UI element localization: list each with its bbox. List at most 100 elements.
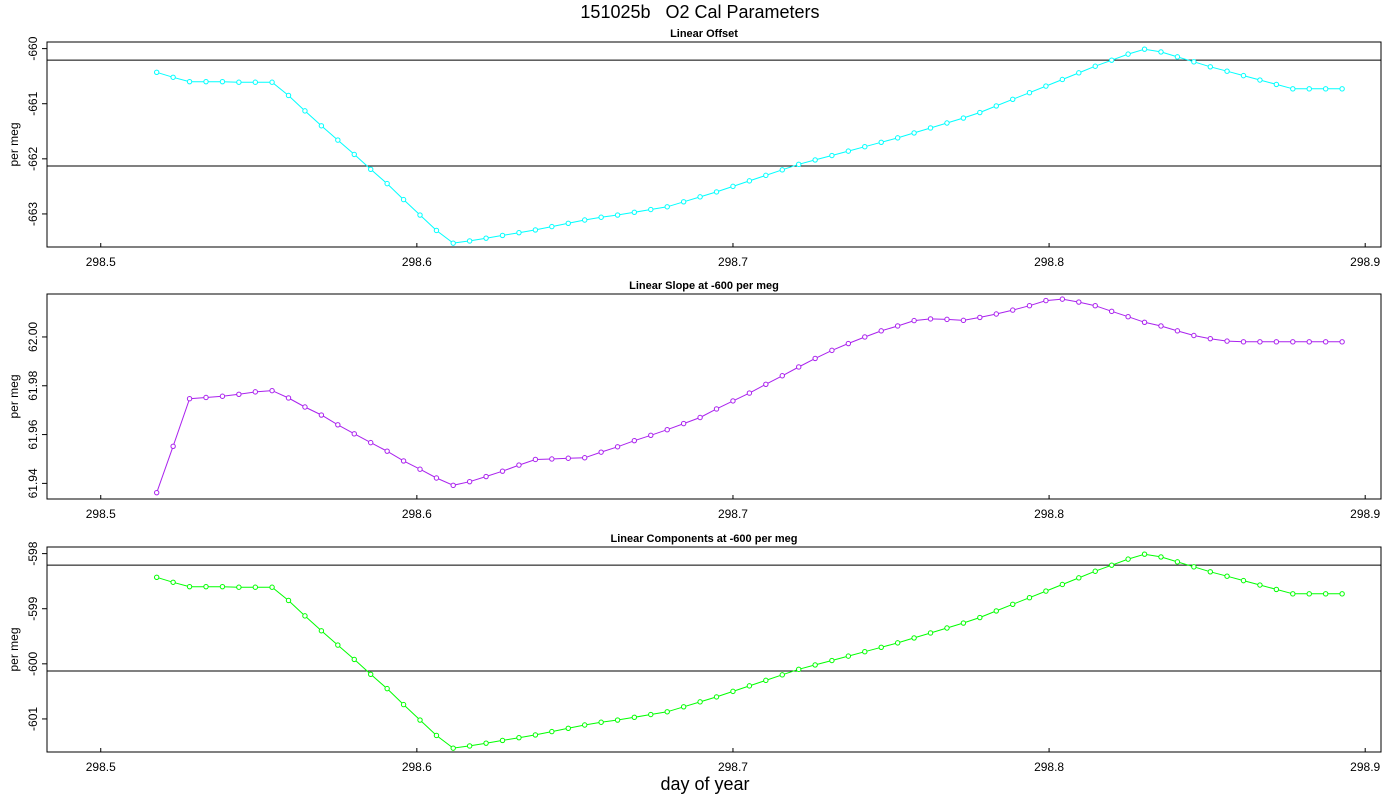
panel-title: Linear Components at -600 per meg	[610, 533, 797, 545]
data-point	[598, 719, 604, 725]
data-point	[911, 130, 917, 136]
data-point	[516, 462, 522, 468]
data-point	[1026, 303, 1033, 309]
data-point	[977, 314, 983, 321]
data-point	[417, 466, 423, 472]
data-point	[203, 394, 209, 401]
data-point	[532, 227, 539, 233]
data-point	[219, 78, 226, 85]
data-point	[1290, 86, 1296, 92]
data-point	[170, 579, 176, 585]
data-point	[894, 135, 901, 141]
x-tick-label: 298.8	[1034, 760, 1064, 774]
data-point	[1141, 551, 1148, 557]
data-point	[763, 381, 769, 387]
data-point	[285, 395, 292, 401]
data-point	[845, 340, 852, 347]
data-point	[1273, 81, 1280, 88]
data-point	[450, 745, 456, 751]
data-point	[878, 328, 884, 334]
y-tick-label: -599	[26, 596, 40, 620]
data-point	[812, 662, 818, 668]
data-point	[1290, 339, 1296, 345]
data-point	[977, 614, 983, 621]
data-point	[812, 355, 818, 362]
data-point	[862, 649, 868, 655]
data-point	[614, 444, 621, 450]
data-point	[763, 677, 769, 684]
data-point	[598, 214, 604, 220]
data-point	[944, 120, 950, 126]
data-point	[368, 671, 374, 677]
data-point	[565, 455, 571, 461]
data-point	[1174, 559, 1181, 565]
series-line	[156, 48, 1343, 244]
data-point	[302, 108, 308, 114]
data-point	[549, 456, 555, 462]
data-point	[335, 137, 341, 143]
data-point	[697, 194, 703, 200]
data-point	[285, 92, 292, 99]
data-point	[318, 628, 325, 634]
data-point	[1043, 588, 1049, 594]
data-point	[680, 199, 687, 205]
data-point	[993, 103, 999, 109]
data-point	[614, 717, 621, 723]
data-point	[1191, 59, 1197, 65]
data-point	[384, 180, 390, 187]
data-point	[582, 217, 588, 223]
data-point	[466, 743, 473, 749]
data-point	[1059, 296, 1066, 302]
data-point	[1240, 72, 1247, 79]
plot-frame	[46, 41, 1382, 248]
y-tick-label: 61.94	[26, 468, 40, 498]
data-point	[1257, 339, 1263, 345]
data-point	[1141, 319, 1148, 326]
data-point	[499, 468, 506, 474]
x-tick-label: 298.5	[86, 760, 116, 774]
data-point	[335, 642, 341, 648]
data-point	[730, 183, 736, 190]
y-axis-label: per meg	[7, 122, 21, 166]
data-point	[565, 220, 571, 227]
plot-frame	[46, 546, 1382, 753]
plot-frame	[46, 293, 1382, 500]
data-point	[417, 212, 423, 218]
data-point	[845, 148, 852, 154]
x-tick-label: 298.7	[718, 507, 748, 521]
data-point	[746, 683, 753, 689]
data-point	[1322, 591, 1329, 597]
data-point	[779, 167, 785, 173]
data-point	[368, 166, 374, 172]
data-point	[763, 172, 769, 179]
data-point	[1026, 594, 1033, 601]
data-point	[269, 387, 275, 394]
data-point	[1306, 86, 1312, 92]
data-point	[730, 398, 736, 404]
data-point	[466, 238, 473, 244]
y-tick-label: -601	[26, 707, 40, 731]
data-point	[203, 78, 209, 85]
x-tick-label: 298.8	[1034, 255, 1064, 269]
data-point	[153, 489, 160, 496]
data-point	[1207, 64, 1213, 70]
data-point	[1273, 586, 1280, 593]
data-point	[1059, 581, 1066, 588]
data-point	[153, 574, 160, 581]
data-point	[746, 390, 753, 396]
series-line	[156, 298, 1343, 493]
data-point	[400, 701, 407, 708]
data-point	[911, 635, 917, 641]
data-point	[1059, 76, 1066, 83]
data-point	[433, 227, 440, 234]
data-point	[1092, 303, 1098, 309]
data-point	[384, 448, 390, 454]
data-point	[483, 740, 489, 746]
data-point	[318, 412, 325, 418]
data-point	[170, 443, 176, 449]
data-point	[236, 584, 242, 590]
data-point	[516, 229, 522, 236]
y-tick-label: 61.98	[26, 370, 40, 400]
data-point	[796, 161, 802, 168]
